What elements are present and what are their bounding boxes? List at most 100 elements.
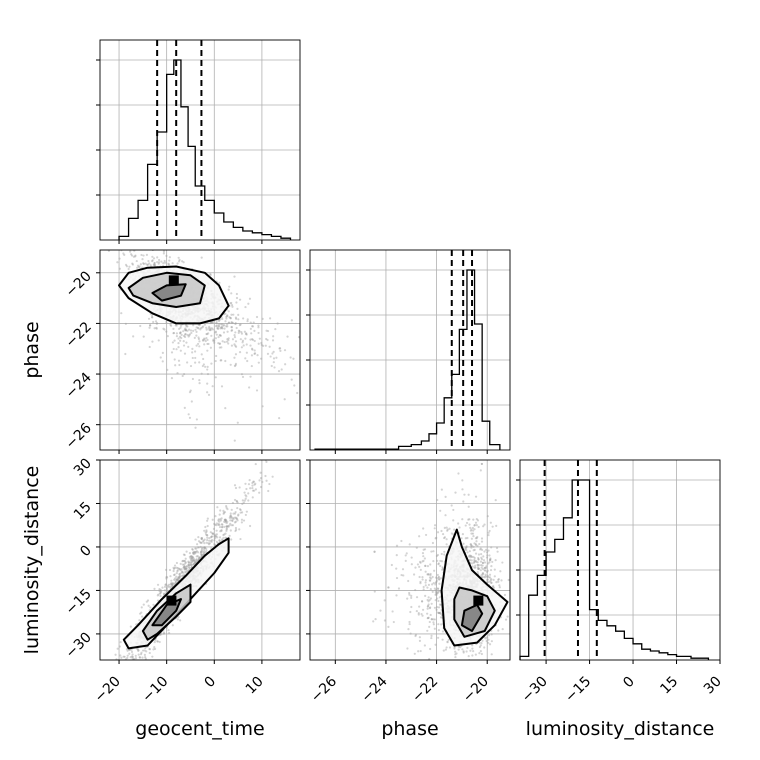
scatter-point: [245, 333, 247, 335]
scatter-point: [296, 392, 298, 394]
scatter-point: [247, 499, 249, 501]
scatter-point: [487, 642, 489, 644]
scatter-point: [262, 405, 264, 407]
scatter-point: [174, 358, 176, 360]
scatter-point: [475, 543, 477, 545]
scatter-point: [429, 606, 431, 608]
scatter-point: [430, 573, 432, 575]
panel-frame: [310, 250, 510, 450]
scatter-point: [301, 360, 303, 362]
scatter-point: [237, 514, 239, 516]
scatter-point: [148, 605, 150, 607]
scatter-point: [194, 551, 196, 553]
scatter-point: [505, 619, 507, 621]
scatter-point: [205, 327, 207, 329]
scatter-point: [158, 588, 160, 590]
scatter-point: [451, 532, 453, 534]
panel-phase-vs-geocent_time: −26−24−22−20: [63, 233, 310, 454]
scatter-point: [226, 331, 228, 333]
scatter-point: [452, 509, 454, 511]
scatter-point: [402, 574, 404, 576]
scatter-point: [149, 606, 151, 608]
scatter-point: [231, 326, 233, 328]
scatter-point: [231, 321, 233, 323]
scatter-point: [291, 430, 293, 432]
scatter-point: [178, 364, 180, 366]
scatter-point: [179, 574, 181, 576]
scatter-point: [127, 671, 129, 673]
scatter-point: [423, 549, 425, 551]
scatter-point: [478, 543, 480, 545]
scatter-point: [227, 339, 229, 341]
scatter-point: [198, 345, 200, 347]
scatter-point: [196, 418, 198, 420]
scatter-point: [181, 575, 183, 577]
scatter-point: [196, 543, 198, 545]
scatter-point: [259, 338, 261, 340]
scatter-point: [273, 361, 275, 363]
scatter-point: [120, 657, 122, 659]
scatter-point: [206, 339, 208, 341]
scatter-point: [422, 609, 424, 611]
scatter-point: [218, 524, 220, 526]
scatter-point: [136, 260, 138, 262]
x-tick-label: −30: [519, 674, 551, 706]
scatter-point: [441, 489, 443, 491]
scatter-point: [493, 579, 495, 581]
scatter-point: [461, 488, 463, 490]
panel-luminosity_distance-vs-phase: −26 −24 −22 −20: [306, 458, 517, 706]
scatter-point: [465, 524, 467, 526]
scatter-point: [178, 328, 180, 330]
scatter-point: [175, 348, 177, 350]
scatter-point: [208, 394, 210, 396]
scatter-point: [483, 646, 485, 648]
scatter-point: [406, 598, 408, 600]
scatter-point: [182, 563, 184, 565]
scatter-point: [151, 341, 153, 343]
scatter-point: [471, 667, 473, 669]
scatter-point: [466, 522, 468, 524]
scatter-point: [149, 648, 151, 650]
scatter-point: [168, 263, 170, 265]
scatter-point: [487, 639, 489, 641]
scatter-point: [176, 332, 178, 334]
scatter-point: [421, 600, 423, 602]
scatter-point: [197, 536, 199, 538]
y-axis-label-luminosity_distance: luminosity_distance: [21, 466, 43, 655]
x-tick-label: 15: [657, 674, 681, 698]
scatter-point: [122, 252, 124, 254]
scatter-point: [488, 576, 490, 578]
scatter-point: [207, 332, 209, 334]
scatter-point: [424, 595, 426, 597]
scatter-point: [235, 301, 237, 303]
scatter-point: [200, 551, 202, 553]
scatter-point: [235, 517, 237, 519]
scatter-point: [183, 373, 185, 375]
scatter-point: [194, 362, 196, 364]
histogram-phase: [306, 250, 510, 454]
scatter-point: [141, 258, 143, 260]
scatter-point: [490, 522, 492, 524]
scatter-point: [426, 613, 428, 615]
scatter-point: [181, 260, 183, 262]
scatter-point: [223, 512, 225, 514]
x-tick-label: 10: [243, 674, 267, 698]
scatter-point: [206, 329, 208, 331]
scatter-point: [291, 379, 293, 381]
scatter-point: [140, 263, 142, 265]
scatter-point: [238, 528, 240, 530]
x-tick-label: −20: [460, 674, 492, 706]
scatter-point: [249, 487, 251, 489]
scatter-point: [190, 365, 192, 367]
scatter-point: [225, 317, 227, 319]
scatter-point: [477, 564, 479, 566]
scatter-point: [178, 360, 180, 362]
scatter-point: [430, 550, 432, 552]
scatter-point: [273, 357, 275, 359]
scatter-point: [222, 340, 224, 342]
scatter-point: [414, 653, 416, 655]
scatter-point: [410, 606, 412, 608]
scatter-point: [224, 533, 226, 535]
scatter-point: [443, 553, 445, 555]
scatter-point: [130, 247, 132, 249]
